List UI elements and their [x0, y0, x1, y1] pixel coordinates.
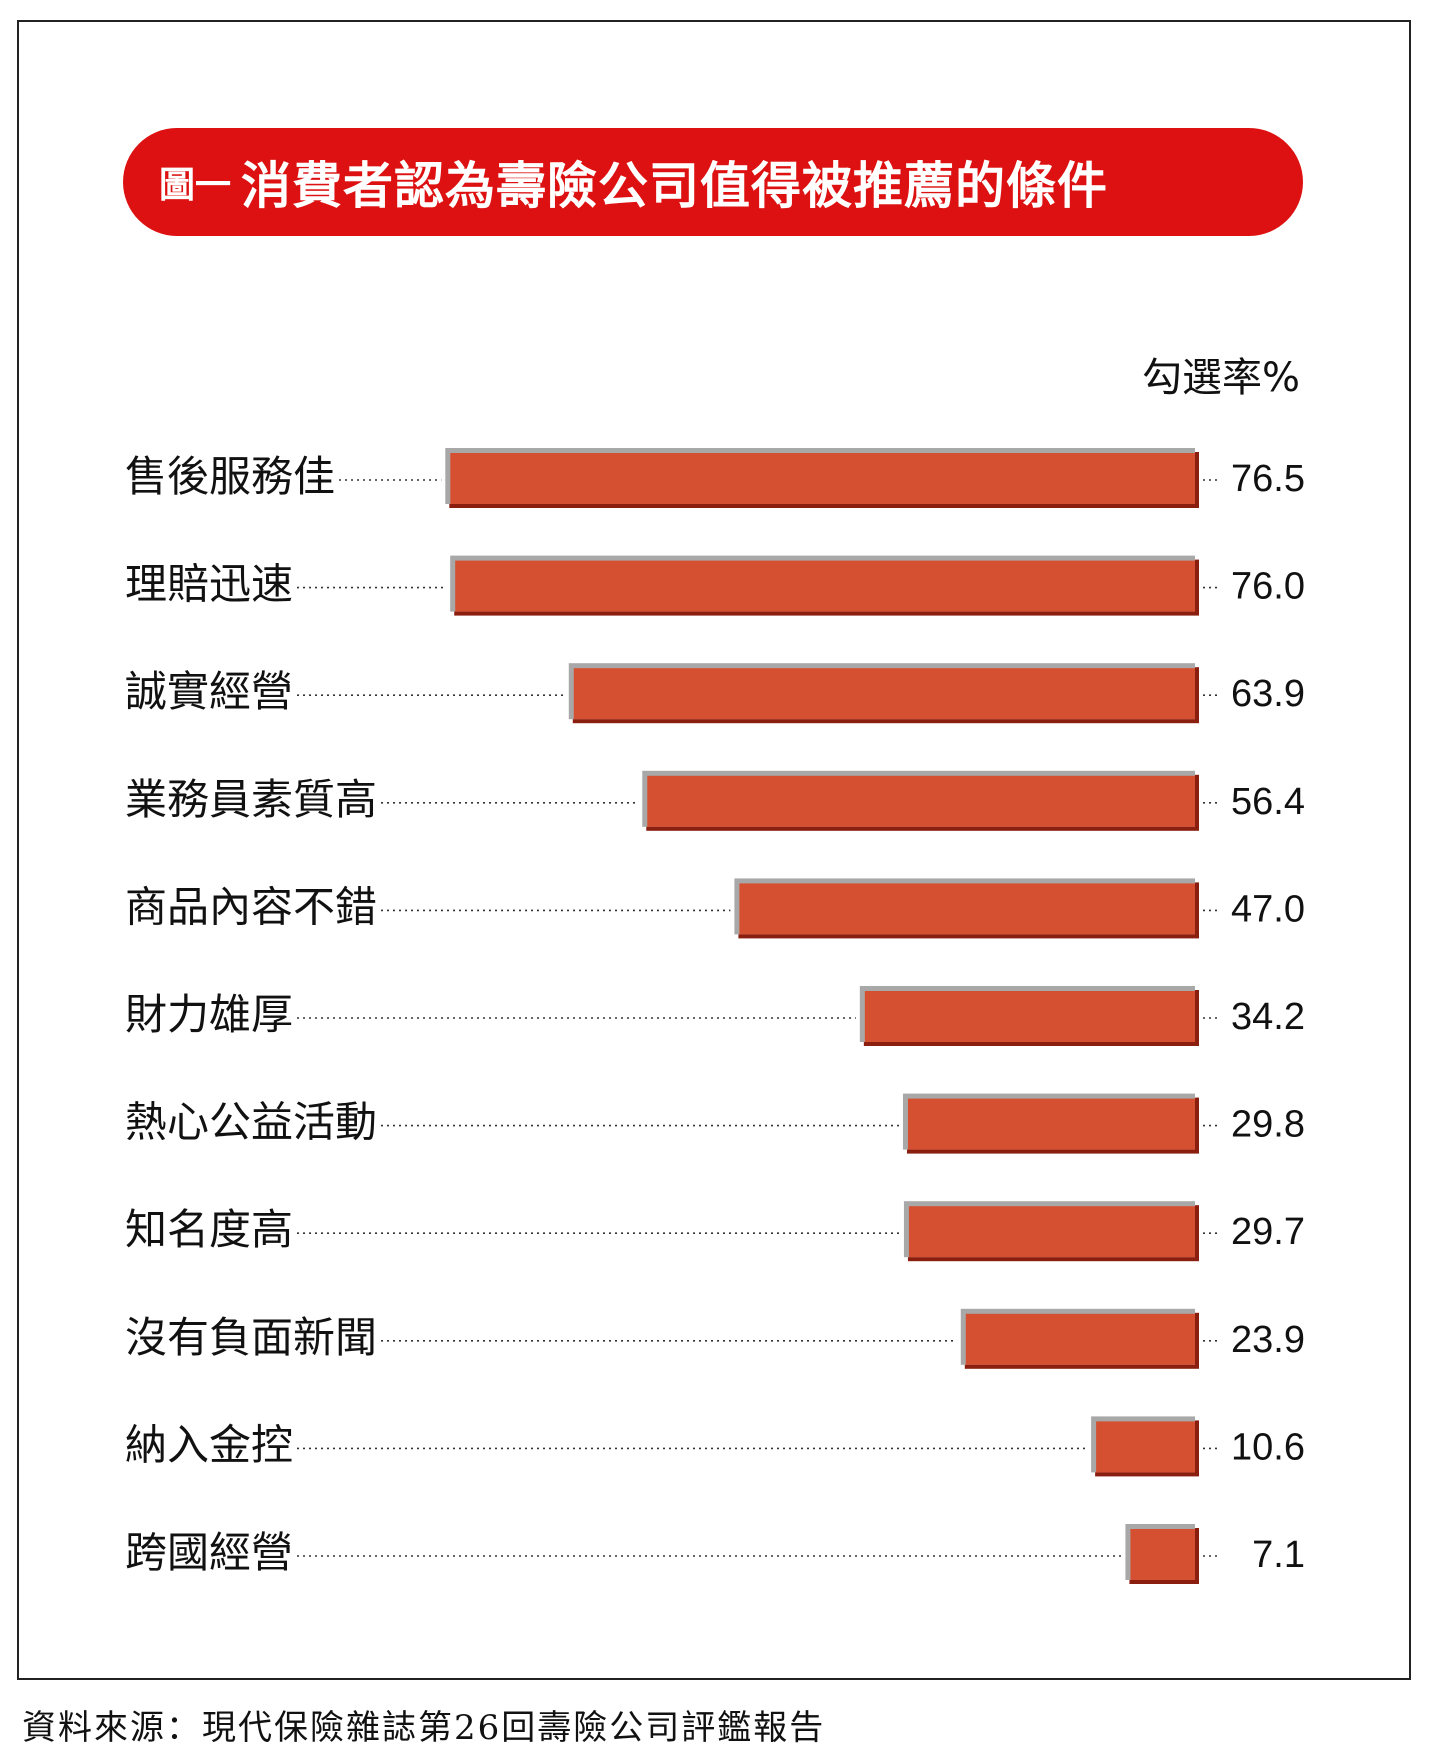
bar-row: 商品內容不錯 47.0 [125, 878, 1305, 939]
category-label: 沒有負面新聞 [125, 1313, 377, 1362]
category-label: 熱心公益活動 [125, 1098, 377, 1147]
chart-title: 消費者認為壽險公司值得被推薦的條件 [241, 157, 1109, 215]
category-label: 財力雄厚 [125, 990, 293, 1039]
value-label: 56.4 [1231, 781, 1305, 823]
title-banner: 圖一 消費者認為壽險公司值得被推薦的條件 [123, 128, 1303, 236]
chart-frame [17, 20, 1411, 1680]
category-label: 誠實經營 [125, 667, 293, 716]
bar [647, 775, 1195, 827]
category-label: 商品內容不錯 [125, 882, 377, 931]
bar-row: 納入金控 10.6 [125, 1416, 1305, 1477]
category-label: 業務員素質高 [125, 775, 377, 824]
category-label: 理賠迅速 [125, 560, 293, 609]
category-label: 售後服務佳 [125, 452, 335, 501]
value-label: 63.9 [1231, 673, 1305, 715]
value-label: 76.0 [1231, 566, 1305, 608]
value-label: 34.2 [1231, 996, 1305, 1038]
bar-row: 跨國經營 7.1 [125, 1524, 1305, 1584]
value-label: 76.5 [1231, 458, 1305, 500]
bar-row: 誠實經營 63.9 [125, 663, 1305, 724]
unit-label: 勾選率% [1141, 355, 1300, 401]
bar [573, 668, 1195, 720]
bar [1096, 1421, 1195, 1473]
bar-row: 沒有負面新聞 23.9 [125, 1308, 1305, 1369]
bar [1130, 1529, 1195, 1580]
value-label: 47.0 [1231, 888, 1305, 930]
bar-row: 業務員素質高 56.4 [125, 770, 1305, 831]
bar [455, 560, 1195, 612]
bar [907, 1098, 1195, 1150]
bar-row: 熱心公益活動 29.8 [125, 1093, 1305, 1154]
value-label: 10.6 [1231, 1426, 1305, 1468]
figure-label: 圖一 [159, 165, 232, 206]
value-label: 29.7 [1231, 1211, 1305, 1253]
category-label: 跨國經營 [125, 1528, 293, 1577]
category-label: 納入金控 [125, 1420, 293, 1469]
bar [908, 1206, 1195, 1258]
bar-row: 售後服務佳 76.5 [125, 448, 1305, 508]
bar [864, 991, 1195, 1042]
bar [965, 1313, 1195, 1365]
value-label: 23.9 [1231, 1319, 1305, 1361]
category-label: 知名度高 [125, 1205, 293, 1254]
value-label: 7.1 [1252, 1534, 1305, 1576]
bar-row: 理賠迅速 76.0 [125, 555, 1305, 616]
source-note: 資料來源：現代保險雜誌第26回壽險公司評鑑報告 [22, 1708, 826, 1748]
bar-row: 財力雄厚 34.2 [125, 986, 1305, 1046]
bar-row: 知名度高 29.7 [125, 1201, 1305, 1262]
value-label: 29.8 [1231, 1104, 1305, 1146]
bar [739, 883, 1195, 935]
bar [450, 453, 1195, 504]
